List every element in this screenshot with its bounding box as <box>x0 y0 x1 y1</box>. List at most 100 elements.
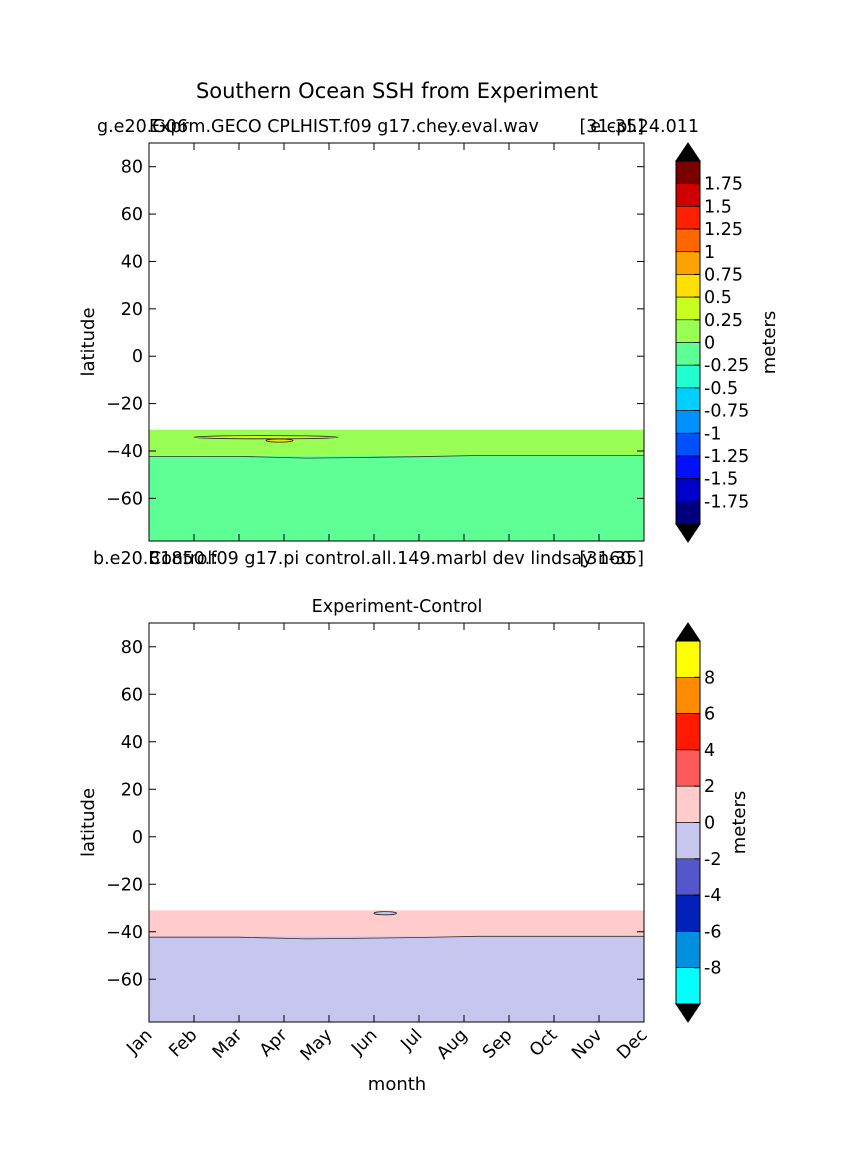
axes-frame <box>148 622 645 1023</box>
x-tick-label: Jan <box>123 1025 157 1059</box>
colorbar-swatch <box>675 931 701 969</box>
y-tick-label: −40 <box>106 923 143 943</box>
colorbar-tick-label: 1.25 <box>704 220 743 240</box>
y-tick-label: 0 <box>132 347 143 367</box>
colorbar-tick-label: 0 <box>704 334 715 354</box>
control-years-label: [31-35] <box>579 549 644 569</box>
colorbar-extend-max <box>675 622 701 642</box>
y-tick-label: 80 <box>121 158 143 178</box>
colorbar-swatch <box>675 228 701 253</box>
contour-region-1 <box>149 910 644 937</box>
x-tick-label: Dec <box>613 1025 651 1063</box>
zero-contour-line <box>149 455 644 459</box>
x-tick-label: Nov <box>568 1025 606 1063</box>
colorbar-swatch <box>675 894 701 932</box>
difference-panel: 80 60 40 20 0 −20 −40 −60 latitude Jan Feb Mar Apr Ma… <box>78 622 652 1065</box>
colorbar-swatch <box>675 676 701 714</box>
colorbar-tick-label: 0 <box>704 814 715 834</box>
y-tick-label: 0 <box>132 828 143 848</box>
colorbar-tick-label: 1.5 <box>704 197 732 217</box>
experiment-colorbar: 1.751.51.2510.750.50.250-0.25-0.5-0.75-1… <box>675 142 780 543</box>
colorbar-swatch <box>675 749 701 787</box>
colorbar-extend-min <box>675 523 701 543</box>
contour-region-2 <box>149 455 644 541</box>
colorbar-swatch <box>675 274 701 298</box>
colorbar-swatch <box>675 967 701 1005</box>
y-tick-label: 20 <box>121 300 143 320</box>
x-tick-label: Jun <box>347 1025 381 1059</box>
colorbar-swatch <box>675 364 701 389</box>
control-case-prefix: Control: <box>149 549 218 569</box>
colorbar-tick-label: -4 <box>704 886 721 906</box>
x-tick-label: Jul <box>397 1025 427 1055</box>
y-tick-label: 60 <box>121 685 143 705</box>
contour-region-2 <box>149 936 644 1022</box>
colorbar-tick-label: 0.5 <box>704 288 732 308</box>
colorbar-swatch <box>675 160 701 184</box>
small-contour-1 <box>373 911 397 916</box>
x-tick-label: Feb <box>165 1025 201 1061</box>
colorbar-swatch <box>675 251 701 275</box>
colorbar-tick-label: 1.75 <box>704 175 743 195</box>
y-tick-label: 20 <box>121 780 143 800</box>
colorbar-swatch <box>675 183 701 207</box>
colorbar-tick-label: 4 <box>704 741 715 761</box>
experiment-case-label-overlap: Exprm.GECO CPLHIST.f09 g17.chey.eval.wav <box>149 117 539 137</box>
colorbar-tick-label: -8 <box>704 959 721 979</box>
colorbar-tick-label: -1.25 <box>704 447 749 467</box>
experiment-panel: 80 60 40 20 0 −20 −40 −60 latitude <box>78 142 645 542</box>
colorbar-swatch <box>675 822 701 860</box>
colorbar-swatch <box>675 206 701 230</box>
colorbar-tick-label: -0.5 <box>704 379 738 399</box>
colorbar-tick-label: -6 <box>704 922 721 942</box>
y-tick-label: −20 <box>106 875 143 895</box>
colorbar-swatch <box>675 478 701 502</box>
colorbar-tick-label: 2 <box>704 777 715 797</box>
colorbar-tick-label: 0.75 <box>704 265 743 285</box>
zero-contour-line <box>149 935 644 940</box>
small-contour-1 <box>193 435 339 440</box>
colorbar-tick-label: -1 <box>704 424 721 444</box>
experiment-years-label: [31-35] <box>579 117 644 137</box>
colorbar-swatch <box>675 785 701 823</box>
axes-frame <box>148 142 645 542</box>
colorbar-swatch <box>675 342 701 366</box>
colorbar-tick-label: 8 <box>704 668 715 688</box>
contour-region-1 <box>149 429 644 456</box>
x-tick-label: Sep <box>479 1025 516 1062</box>
colorbar-tick-label: -2 <box>704 850 721 870</box>
x-tick-label: Oct <box>526 1025 562 1061</box>
colorbar-swatch <box>675 455 701 479</box>
colorbar-label: meters <box>729 791 750 855</box>
colorbar-tick-label: -1.5 <box>704 470 738 490</box>
y-axis-label: latitude <box>78 788 99 857</box>
y-tick-label: 60 <box>121 205 143 225</box>
colorbar-tick-label: -0.25 <box>704 356 749 376</box>
colorbar-swatch <box>675 410 701 434</box>
difference-colorbar: 8 6 4 2 0 -2 -4 -6 -8 meters <box>675 622 750 1023</box>
colorbar-swatch <box>675 858 701 896</box>
colorbar-tick-label: -0.75 <box>704 402 749 422</box>
colorbar-label: meters <box>759 311 780 375</box>
experiment-case-label: g.e20.G06 <box>97 117 188 137</box>
control-case-label: b.e20.B1850.f09 g17.pi control.all.149.m… <box>93 549 631 569</box>
x-tick-label: Aug <box>433 1025 471 1063</box>
colorbar-swatch <box>675 640 701 678</box>
y-axis-label: latitude <box>78 307 99 376</box>
colorbar-tick-label: 0.25 <box>704 311 743 331</box>
colorbar-swatch <box>675 319 701 343</box>
colorbar-tick-label: 1 <box>704 243 715 263</box>
y-tick-label: 40 <box>121 252 143 272</box>
y-tick-label: 80 <box>121 638 143 658</box>
colorbar-extend-max <box>675 142 701 162</box>
colorbar-swatch <box>675 296 701 321</box>
y-tick-label: −20 <box>106 395 143 415</box>
experiment-case-suffix: e.cpl.24.011 <box>590 117 699 137</box>
y-tick-label: −60 <box>106 970 143 990</box>
figure-suptitle: Southern Ocean SSH from Experiment <box>196 79 598 103</box>
small-contour-2 <box>265 438 294 443</box>
x-tick-label: May <box>297 1025 337 1065</box>
x-axis-label: month <box>368 1074 426 1095</box>
colorbar-swatch <box>675 501 701 525</box>
